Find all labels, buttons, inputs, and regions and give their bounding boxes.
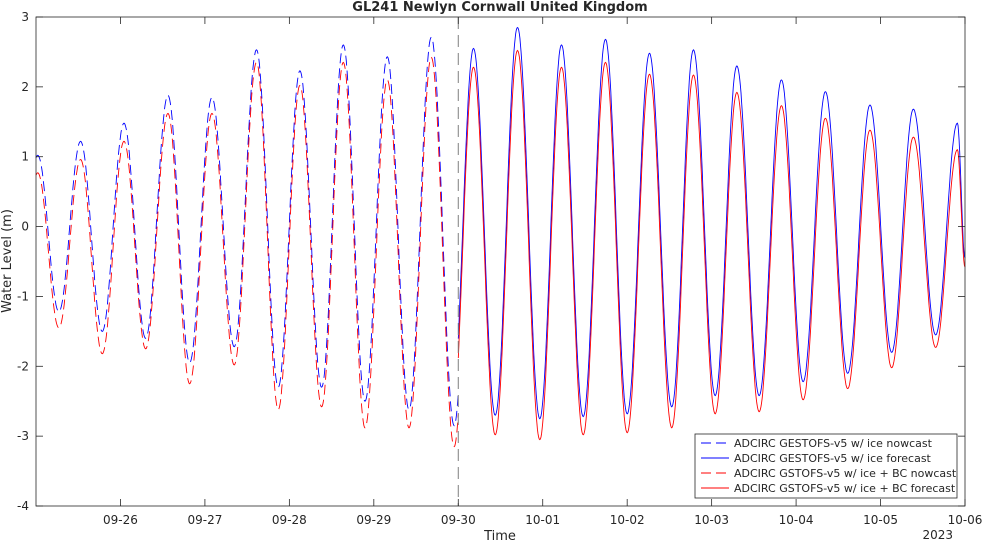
x-tick-label: 10-02 xyxy=(610,513,645,527)
x-tick-label: 10-04 xyxy=(779,513,814,527)
legend-box xyxy=(694,433,958,499)
x-tick-label: 09-30 xyxy=(441,513,476,527)
x-tick-label: 09-27 xyxy=(187,513,222,527)
x-tick-label: 10-01 xyxy=(525,513,560,527)
y-axis: -4 -3 -2 -1 0 1 2 3 xyxy=(17,10,965,513)
y-tick-label: -1 xyxy=(17,289,29,303)
y-tick-label: 1 xyxy=(21,150,29,164)
x-tick-label: 10-05 xyxy=(863,513,898,527)
x-axis-label: Time xyxy=(483,529,516,541)
legend: ADCIRC GESTOFS-v5 w/ ice nowcast ADCIRC G… xyxy=(694,433,958,499)
y-tick-label: -2 xyxy=(17,359,29,373)
series-layer xyxy=(35,26,966,448)
x-tick-label: 10-06 xyxy=(948,513,982,527)
legend-label-4: ADCIRC GSTOFS-v5 w/ ice + BC forecast xyxy=(734,482,956,495)
y-axis-label: Water Level (m) xyxy=(0,209,15,313)
y-tick-label: 2 xyxy=(21,80,29,94)
x-tick-label: 09-29 xyxy=(356,513,391,527)
x-tick-label: 10-03 xyxy=(694,513,729,527)
chart-title: GL241 Newlyn Cornwall United Kingdom xyxy=(352,0,647,15)
series-line-4 xyxy=(457,49,966,441)
year-label: 2023 xyxy=(922,528,953,541)
legend-label-1: ADCIRC GESTOFS-v5 w/ ice nowcast xyxy=(734,437,933,450)
series-line-2 xyxy=(457,26,966,420)
x-tick-label: 09-26 xyxy=(103,513,138,527)
y-tick-label: 3 xyxy=(21,10,29,24)
y-tick-label: 0 xyxy=(21,220,29,234)
plot-area xyxy=(36,17,965,506)
legend-label-2: ADCIRC GESTOFS-v5 w/ ice forecast xyxy=(734,452,932,465)
series-line-1 xyxy=(35,36,459,427)
y-tick-label: -3 xyxy=(17,429,29,443)
x-axis: 09-26 09-27 09-28 09-29 09-30 10-01 10-02 10-03… xyxy=(103,17,982,527)
legend-label-3: ADCIRC GSTOFS-v5 w/ ice + BC nowcast xyxy=(734,467,957,480)
series-line-3 xyxy=(35,56,459,448)
y-tick-label: -4 xyxy=(17,499,29,513)
x-tick-label: 09-28 xyxy=(272,513,307,527)
plot-frame xyxy=(35,16,966,507)
